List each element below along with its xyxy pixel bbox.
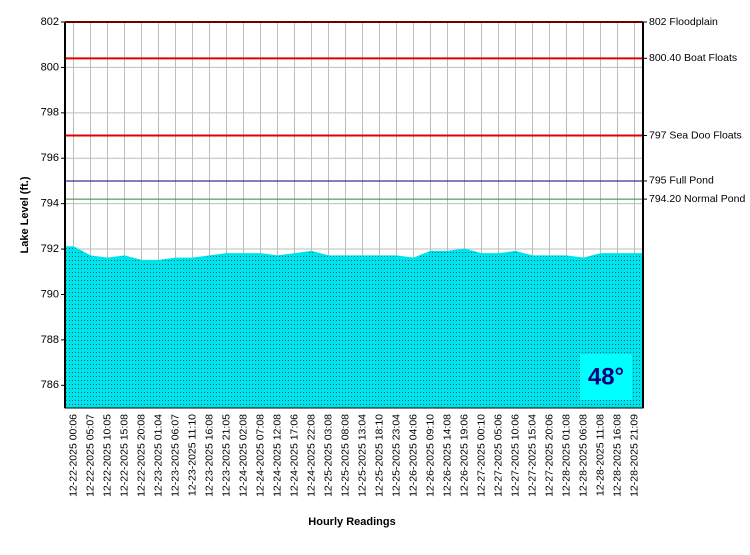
x-axis-title: Hourly Readings	[308, 516, 395, 528]
x-tick-label: 12-26-2025 09:10	[424, 414, 436, 497]
y-tick-label: 802	[41, 16, 59, 28]
y-tick-label: 798	[41, 107, 59, 119]
x-tick-label: 12-23-2025 21:05	[220, 414, 232, 497]
x-tick-label: 12-24-2025 17:06	[288, 414, 300, 497]
reference-label: 797 Sea Doo Floats	[649, 129, 742, 141]
x-tick-label: 12-22-2025 15:08	[118, 414, 130, 497]
x-tick-label: 12-25-2025 18:10	[373, 414, 385, 497]
x-tick-label: 12-28-2025 16:08	[611, 414, 623, 497]
x-tick-label: 12-25-2025 08:08	[339, 414, 351, 497]
reference-label: 794.20 Normal Pond	[649, 193, 745, 205]
x-tick-label: 12-23-2025 06:07	[169, 414, 181, 497]
x-tick-label: 12-22-2025 20:08	[135, 414, 147, 497]
x-tick-label: 12-23-2025 11:10	[186, 414, 198, 496]
x-tick-label: 12-27-2025 20:06	[543, 414, 555, 497]
x-tick-label: 12-27-2025 00:10	[475, 414, 487, 497]
x-tick-label: 12-25-2025 13:04	[356, 414, 368, 497]
x-tick-label: 12-25-2025 23:04	[390, 414, 402, 497]
x-tick-label: 12-24-2025 02:08	[237, 414, 249, 497]
y-tick-label: 796	[41, 152, 59, 164]
x-tick-label: 12-25-2025 03:08	[322, 414, 334, 497]
x-tick-label: 12-28-2025 01:08	[560, 414, 572, 497]
y-tick-label: 788	[41, 334, 59, 346]
y-axis-title: Lake Level (ft.)	[19, 176, 31, 253]
y-tick-label: 790	[41, 288, 59, 300]
badge: 48°	[588, 363, 624, 390]
y-tick-label: 786	[41, 379, 59, 391]
reference-label: 802 Floodplain	[649, 16, 718, 28]
x-tick-label: 12-24-2025 12:08	[271, 414, 283, 497]
x-tick-label: 12-26-2025 14:08	[441, 414, 453, 497]
x-tick-label: 12-27-2025 15:04	[526, 414, 538, 497]
y-tick-label: 800	[41, 61, 59, 73]
x-tick-label: 12-28-2025 21:09	[628, 414, 640, 497]
y-tick-label: 792	[41, 243, 59, 255]
y-tick-label: 794	[41, 198, 59, 210]
reference-label: 795 Full Pond	[649, 175, 714, 187]
reference-label: 800.40 Boat Floats	[649, 52, 737, 64]
x-tick-label: 12-24-2025 07:08	[254, 414, 266, 497]
x-tick-label: 12-22-2025 00:06	[67, 414, 79, 497]
x-tick-label: 12-28-2025 11:08	[594, 414, 606, 496]
x-tick-label: 12-26-2025 04:06	[407, 414, 419, 497]
x-tick-label: 12-26-2025 19:06	[458, 414, 470, 497]
x-tick-label: 12-24-2025 22:08	[305, 414, 317, 497]
x-tick-label: 12-27-2025 10:06	[509, 414, 521, 497]
area	[65, 246, 643, 409]
x-tick-label: 12-27-2025 05:06	[492, 414, 504, 497]
badge-box	[580, 354, 632, 400]
x-tick-label: 12-23-2025 16:08	[203, 414, 215, 497]
x-tick-label: 12-23-2025 01:04	[152, 414, 164, 497]
x-tick-label: 12-28-2025 06:08	[577, 414, 589, 497]
x-tick-label: 12-22-2025 10:05	[101, 414, 113, 497]
x-tick-label: 12-22-2025 05:07	[84, 414, 96, 497]
